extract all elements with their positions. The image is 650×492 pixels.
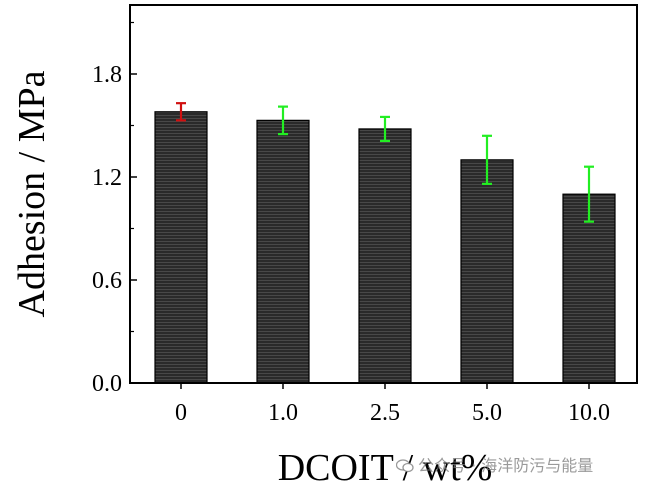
y-tick-label-2: 1.2 xyxy=(92,165,122,191)
wechat-icon xyxy=(396,459,414,473)
y-tick-label-3: 1.8 xyxy=(92,62,122,88)
x-tick-label-2: 2.5 xyxy=(370,400,400,426)
plot-frame xyxy=(129,4,638,384)
y-tick-label-0: 0.0 xyxy=(92,371,122,397)
watermark-text: 公众号 · 海洋防污与能量 xyxy=(418,456,594,475)
bar-0 xyxy=(154,111,208,384)
x-tick-label-4: 10.0 xyxy=(568,400,610,426)
x-tick-label-3: 5.0 xyxy=(472,400,502,426)
x-axis-title: DCOIT / wt% xyxy=(278,447,493,489)
watermark: 公众号 · 海洋防污与能量 xyxy=(396,452,593,476)
bar-2 xyxy=(358,128,412,384)
y-tick-label-1: 0.6 xyxy=(92,268,122,294)
x-tick-label-0: 0 xyxy=(175,400,187,426)
x-tick-label-1: 1.0 xyxy=(268,400,298,426)
y-axis-title: Adhesion / MPa xyxy=(11,70,53,317)
bar-4 xyxy=(562,193,616,384)
bar-1 xyxy=(256,119,310,384)
bar-3 xyxy=(460,159,514,384)
